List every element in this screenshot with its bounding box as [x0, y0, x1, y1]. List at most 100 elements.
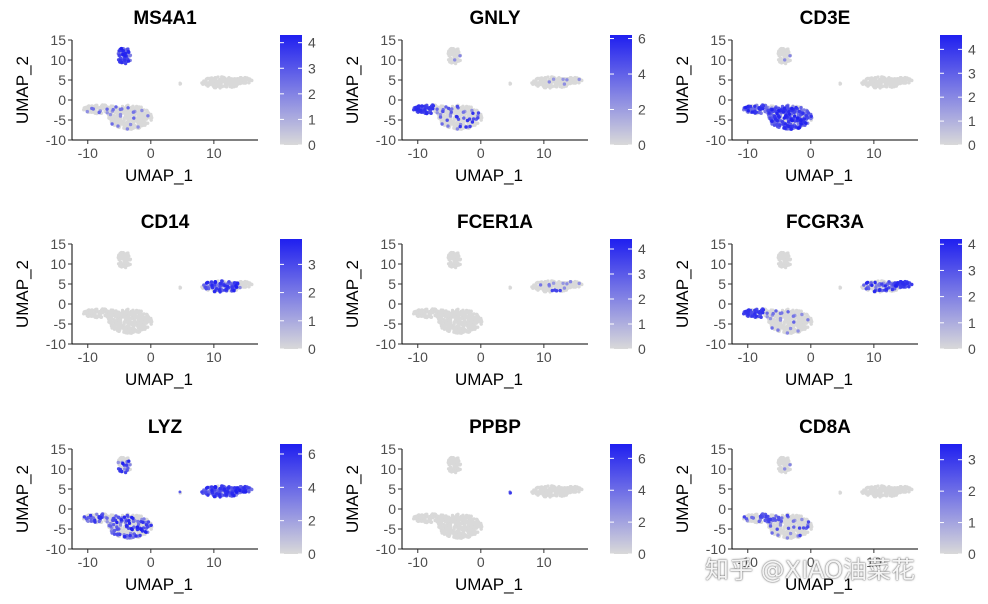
cell-point [452, 261, 456, 265]
cell-point [127, 254, 131, 258]
cell-point [463, 318, 467, 322]
cell-point [773, 318, 777, 323]
cell-point [450, 60, 454, 65]
cell-point [138, 117, 142, 121]
cell-point [452, 110, 456, 115]
cell-point [448, 311, 453, 316]
y-tick-label: 15 [50, 236, 66, 252]
cell-point [790, 118, 794, 123]
cell-point [794, 105, 798, 110]
cell-point [214, 287, 219, 291]
cell-point [800, 312, 804, 317]
y-tick-label: 0 [718, 92, 726, 108]
cell-point [767, 111, 771, 115]
cell-point [531, 82, 535, 86]
cell-point [150, 116, 154, 120]
cell-point [464, 328, 468, 333]
cell-point [420, 104, 424, 108]
cell-point [795, 116, 800, 120]
cell-point [138, 312, 142, 316]
legend-tick-label: 3 [968, 65, 976, 81]
cell-point [561, 281, 565, 285]
cell-point [757, 310, 761, 315]
panel-title: FCGR3A [786, 212, 864, 233]
cell-point [471, 111, 475, 116]
cell-point [465, 118, 470, 123]
cell-point [783, 50, 787, 54]
y-tick-label: -10 [46, 336, 66, 352]
y-tick-label: -10 [46, 132, 66, 148]
legend-colorbar [940, 35, 962, 145]
cell-point [108, 112, 113, 117]
cell-point [230, 85, 234, 89]
y-axis-label: UMAP_2 [673, 56, 692, 124]
cell-point [773, 117, 778, 121]
cell-point [806, 111, 811, 115]
cell-point [440, 122, 444, 126]
cell-point [136, 120, 141, 124]
cell-point [128, 122, 133, 127]
y-tick-label: -5 [714, 112, 727, 128]
x-tick-label: -10 [738, 349, 758, 365]
cell-point [424, 314, 429, 318]
cell-point [458, 58, 462, 63]
cell-point [448, 255, 452, 259]
legend-tick-label: 3 [308, 60, 316, 76]
cell-point [435, 111, 439, 115]
cell-point [105, 107, 109, 111]
cell-point [887, 280, 891, 284]
cell-point [870, 79, 875, 83]
cell-point [209, 280, 214, 284]
legend-tick-label: 2 [968, 289, 976, 305]
cell-point [110, 117, 114, 121]
y-tick-label: 0 [388, 92, 396, 108]
cell-point [568, 79, 572, 83]
cell-point [803, 327, 807, 331]
cell-point [452, 329, 457, 334]
cell-point [894, 284, 898, 288]
cell-point [123, 121, 128, 125]
cell-point [910, 282, 914, 287]
cell-point [533, 284, 537, 288]
cell-point [437, 318, 441, 323]
cell-point [412, 312, 416, 316]
x-tick-label: -10 [738, 145, 758, 161]
x-tick-label: 0 [147, 349, 155, 365]
cell-point [218, 281, 223, 286]
cell-point [765, 311, 769, 315]
cell-point [139, 309, 143, 313]
cell-point [770, 326, 774, 330]
cell-point [508, 286, 512, 290]
cell-point [890, 287, 895, 292]
cell-point [806, 325, 810, 329]
cell-point [446, 106, 451, 111]
y-axis-label: UMAP_2 [343, 56, 362, 124]
y-tick-label: -10 [376, 336, 396, 352]
cell-point [747, 308, 751, 312]
cell-point [120, 264, 124, 269]
cell-point [776, 328, 780, 332]
cell-point [558, 288, 562, 293]
scatter-points [412, 250, 584, 335]
cell-point [573, 78, 578, 83]
y-axis-label: UMAP_2 [13, 56, 32, 124]
cell-point [753, 308, 757, 312]
cell-point [770, 119, 774, 124]
cell-point [783, 122, 787, 126]
y-tick-label: 15 [50, 32, 66, 48]
cell-point [537, 83, 541, 87]
cell-point [430, 307, 435, 311]
cell-point [753, 312, 757, 316]
cell-point [873, 84, 878, 89]
legend-tick-label: 1 [968, 113, 976, 129]
cell-point [884, 287, 889, 292]
cell-point [118, 311, 123, 316]
cell-point [887, 76, 891, 80]
cell-point [744, 309, 748, 314]
cell-point [476, 116, 480, 120]
cell-point [801, 111, 805, 116]
legend-tick-label: 0 [308, 341, 316, 357]
cell-point [806, 318, 810, 322]
